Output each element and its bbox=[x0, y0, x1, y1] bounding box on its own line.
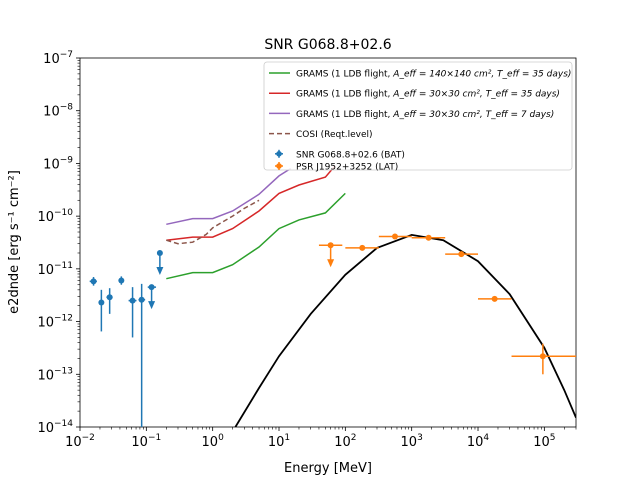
data-point bbox=[327, 242, 334, 249]
legend-box bbox=[263, 61, 573, 171]
y-tick-label: 10−11 bbox=[37, 261, 73, 278]
x-axis: 10−2 10−1 100 101 102 103 104 105 bbox=[65, 427, 577, 450]
data-point bbox=[491, 295, 498, 302]
upper-limit-arrow bbox=[156, 266, 164, 275]
data-point bbox=[425, 234, 432, 241]
legend-entry: COSI (Reqt.level) bbox=[296, 130, 373, 140]
data-point bbox=[106, 294, 113, 301]
data-point bbox=[458, 251, 465, 258]
data-point bbox=[359, 244, 366, 251]
y-tick-label: 10−13 bbox=[37, 366, 73, 383]
data-point bbox=[391, 233, 398, 240]
legend-entry: GRAMS (1 LDB flight, A_eff = 30×30 cm², … bbox=[296, 90, 560, 100]
data-point bbox=[148, 284, 155, 291]
plot-frame bbox=[79, 57, 577, 428]
line-series-group bbox=[166, 165, 576, 427]
x-tick-label: 100 bbox=[202, 433, 225, 450]
x-tick-label: 103 bbox=[401, 433, 423, 450]
x-tick-label: 105 bbox=[533, 433, 555, 450]
upper-limit-arrow bbox=[148, 301, 156, 310]
data-point bbox=[138, 296, 145, 303]
data-point bbox=[90, 278, 97, 285]
upper-limit-arrow bbox=[327, 259, 335, 268]
chart-title: SNR G068.8+02.6 bbox=[264, 37, 391, 53]
x-tick-label: 102 bbox=[334, 433, 356, 450]
x-axis-label: Energy [MeV] bbox=[284, 461, 372, 476]
y-axis-label: e2dnde [erg s⁻¹ cm⁻²] bbox=[7, 170, 22, 314]
x-tick-label: 101 bbox=[268, 433, 290, 450]
series-line bbox=[166, 192, 346, 280]
y-tick-label: 10−9 bbox=[43, 155, 73, 172]
point-series-group bbox=[89, 233, 576, 427]
data-point bbox=[539, 353, 546, 360]
data-point bbox=[156, 249, 163, 256]
y-tick-label: 10−8 bbox=[43, 103, 73, 120]
data-point bbox=[118, 277, 125, 284]
legend: GRAMS (1 LDB flight, A_eff = 140×140 cm²… bbox=[263, 61, 573, 173]
legend-entry: PSR J1952+3252 (LAT) bbox=[296, 163, 398, 173]
x-tick-label: 10−2 bbox=[65, 433, 95, 450]
legend-entry: SNR G068.8+02.6 (BAT) bbox=[296, 150, 405, 160]
legend-marker bbox=[276, 151, 282, 157]
data-point bbox=[98, 299, 105, 306]
legend-entry: GRAMS (1 LDB flight, A_eff = 30×30 cm², … bbox=[296, 110, 554, 120]
x-tick-label: 10−1 bbox=[131, 433, 161, 450]
series-line bbox=[234, 233, 576, 427]
legend-marker bbox=[276, 163, 282, 169]
y-tick-label: 10−7 bbox=[43, 50, 73, 67]
y-tick-label: 10−14 bbox=[37, 419, 73, 436]
series-line bbox=[166, 167, 292, 226]
series-line bbox=[166, 165, 336, 241]
legend-entry: GRAMS (1 LDB flight, A_eff = 140×140 cm²… bbox=[296, 70, 571, 80]
data-point bbox=[129, 297, 136, 304]
y-axis: 10−14 10−13 10−12 10−11 10−10 10−9 10−8 10−7 bbox=[37, 50, 80, 436]
x-tick-label: 104 bbox=[467, 433, 490, 450]
y-tick-label: 10−10 bbox=[37, 208, 73, 225]
y-tick-label: 10−12 bbox=[37, 314, 73, 331]
